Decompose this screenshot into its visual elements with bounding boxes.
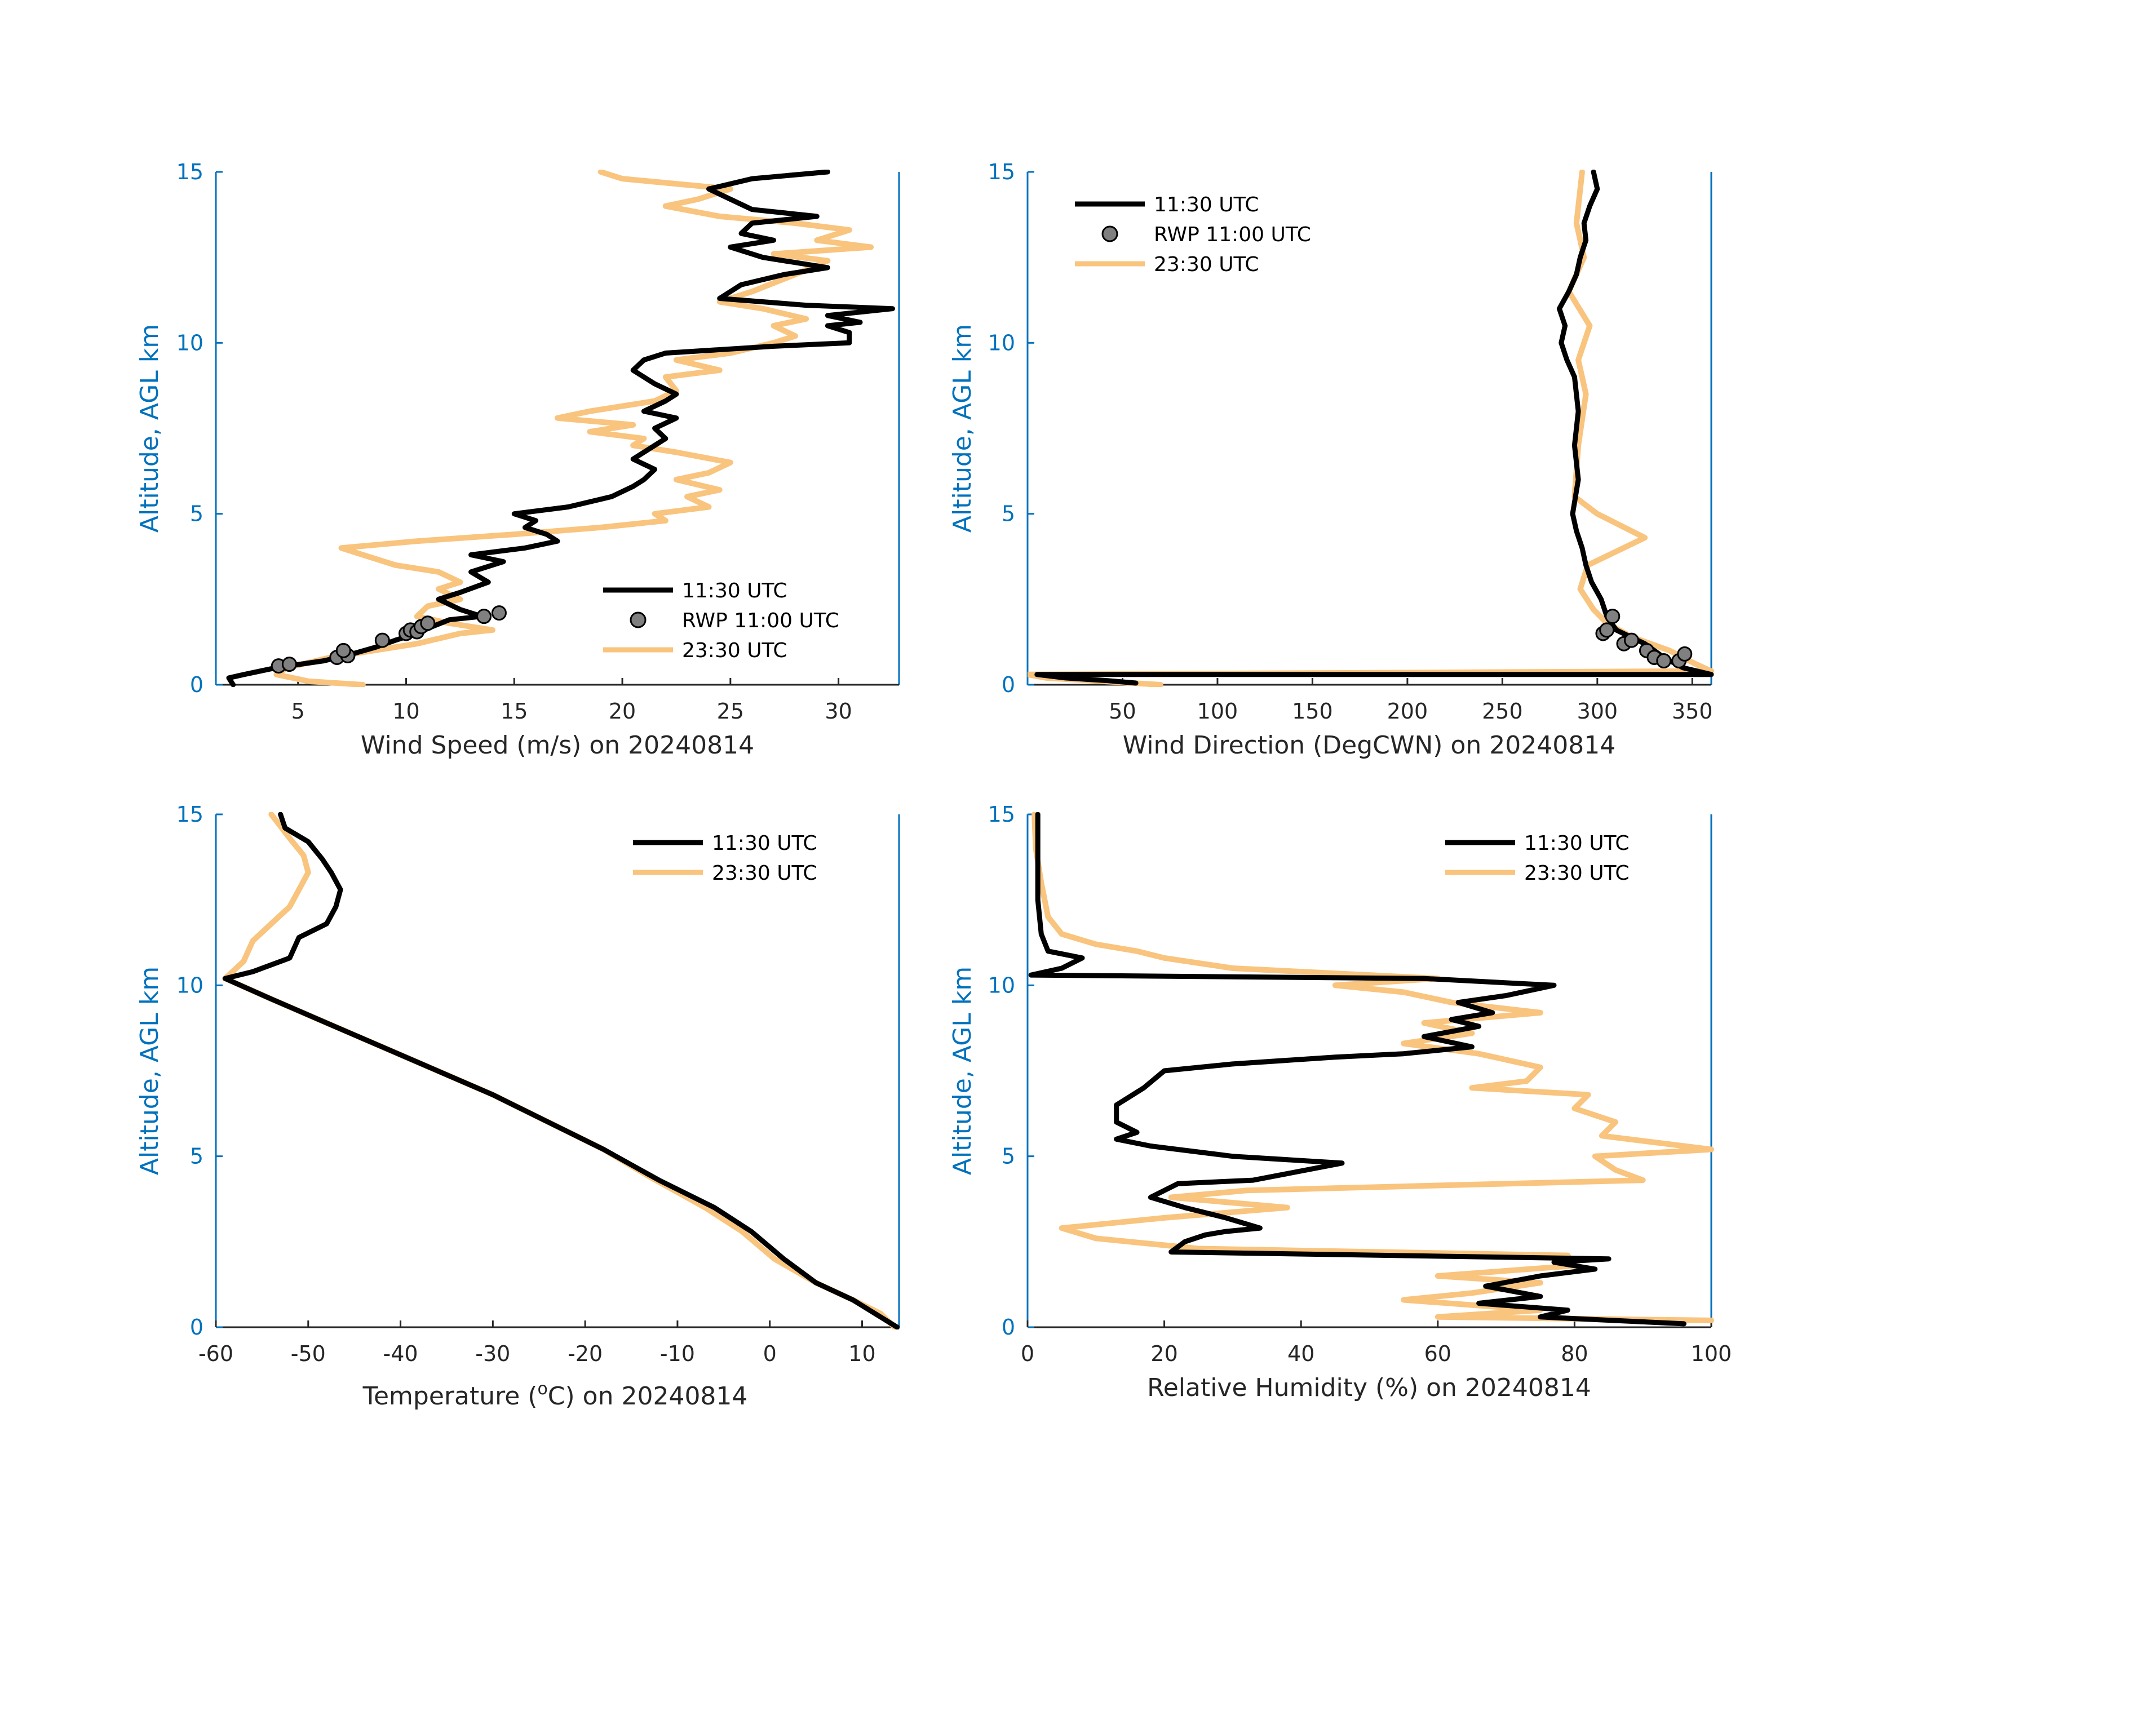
wind-direction-x-tick-label: 250 (1482, 699, 1523, 724)
wind-direction-legend-label-23-30-utc: 23:30 UTC (1154, 253, 1259, 276)
wind-speed-y-tick-label: 10 (176, 330, 203, 355)
relative-humidity-y-tick-label: 5 (1002, 1144, 1015, 1169)
wind-direction-x-tick-label: 350 (1672, 699, 1713, 724)
relative-humidity-x-tick-label: 80 (1561, 1341, 1588, 1366)
temperature-x-tick-label: -50 (291, 1341, 326, 1366)
relative-humidity-y-tick-label: 15 (988, 802, 1015, 827)
wind-direction-ticks: 0 5 10 15 50 100 150 200 250 300 350 (988, 159, 1713, 724)
wind-speed-panel: 0 5 10 15 5 10 15 20 25 30 Wind Speed (m/s) on 20… (135, 159, 900, 760)
wind-speed-rwp-point (374, 632, 390, 648)
wind-direction-rwp-point (1623, 632, 1639, 648)
wind-direction-legend: 11:30 UTC RWP 11:00 UTC 23:30 UTC (1075, 193, 1311, 276)
temperature-y-axis-label: Altitude, AGL km (135, 967, 164, 1175)
temperature-lines (222, 812, 900, 1329)
wind-speed-y-tick-label: 0 (190, 672, 203, 697)
temperature-y-tick-label: 15 (176, 802, 203, 827)
wind-speed-x-tick-label: 25 (717, 699, 744, 724)
wind-speed-legend: 11:30 UTC RWP 11:00 UTC 23:30 UTC (603, 579, 839, 662)
temperature-ticks: 0 5 10 15 -60 -50 -40 -30 -20 -10 0 10 (176, 802, 900, 1366)
temperature-panel: 0 5 10 15 -60 -50 -40 -30 -20 -10 0 10 Temperature … (135, 802, 900, 1411)
relative-humidity-x-tick-label: 20 (1150, 1341, 1177, 1366)
wind-speed-series-23-30-utc (273, 170, 874, 687)
temperature-x-label-start: Temperature ( (362, 1382, 538, 1411)
wind-direction-panel: 0 5 10 15 50 100 150 200 250 300 350 Wind Directio… (948, 159, 1714, 760)
relative-humidity-x-tick-label: 0 (1021, 1341, 1034, 1366)
wind-direction-rwp-point (1656, 653, 1672, 669)
wind-speed-rwp-point (491, 605, 507, 621)
relative-humidity-y-tick-label: 0 (1002, 1315, 1015, 1340)
temperature-series-11-30-utc (222, 812, 900, 1329)
temperature-x-tick-label: -10 (660, 1341, 695, 1366)
relative-humidity-legend-label-23-30-utc: 23:30 UTC (1524, 862, 1630, 885)
temperature-legend-label-11-30-utc: 11:30 UTC (712, 832, 817, 855)
wind-speed-legend-swatch-rwp-11-00-utc (630, 611, 647, 628)
relative-humidity-x-tick-label: 40 (1287, 1341, 1314, 1366)
temperature-x-label-end: C) on 20240814 (548, 1382, 748, 1411)
wind-direction-x-tick-label: 50 (1109, 699, 1136, 724)
wind-speed-x-tick-label: 10 (392, 699, 419, 724)
wind-speed-markers (271, 605, 507, 674)
relative-humidity-y-axis-label: Altitude, AGL km (948, 967, 977, 1175)
relative-humidity-x-tick-label: 100 (1691, 1341, 1732, 1366)
wind-direction-legend-label-11-30-utc: 11:30 UTC (1154, 193, 1259, 216)
wind-direction-y-tick-label: 0 (1002, 672, 1015, 697)
wind-direction-y-axis-label: Altitude, AGL km (948, 324, 977, 533)
wind-direction-x-axis-label: Wind Direction (DegCWN) on 20240814 (1123, 731, 1615, 760)
temperature-y-tick-label: 10 (176, 973, 203, 998)
temperature-legend: 11:30 UTC 23:30 UTC (633, 832, 817, 885)
relative-humidity-legend: 11:30 UTC 23:30 UTC (1445, 832, 1630, 885)
wind-speed-rwp-point (476, 609, 492, 624)
wind-direction-y-tick-label: 5 (1002, 502, 1015, 526)
wind-direction-y-tick-label: 10 (988, 330, 1015, 355)
relative-humidity-lines (1028, 812, 1714, 1327)
wind-direction-x-tick-label: 150 (1292, 699, 1333, 724)
wind-speed-rwp-point (420, 615, 436, 631)
wind-speed-x-tick-label: 30 (825, 699, 852, 724)
wind-speed-x-tick-label: 5 (291, 699, 305, 724)
temperature-x-axis-label: Temperature (oC) on 20240814 (362, 1379, 748, 1411)
wind-direction-legend-label-rwp-11-00-utc: RWP 11:00 UTC (1154, 223, 1311, 246)
wind-speed-rwp-point (281, 657, 297, 672)
wind-direction-legend-swatch-rwp-11-00-utc (1101, 225, 1118, 242)
relative-humidity-x-tick-label: 60 (1424, 1341, 1451, 1366)
wind-speed-rwp-point (335, 642, 351, 658)
relative-humidity-series-11-30-utc (1028, 812, 1686, 1327)
wind-direction-rwp-point (1599, 622, 1615, 638)
relative-humidity-y-tick-label: 10 (988, 973, 1015, 998)
temperature-x-tick-label: -40 (383, 1341, 418, 1366)
wind-direction-rwp-point (1677, 646, 1693, 662)
wind-speed-legend-label-rwp-11-00-utc: RWP 11:00 UTC (682, 609, 839, 632)
temperature-x-tick-label: -60 (198, 1341, 233, 1366)
temperature-x-tick-label: 10 (848, 1341, 875, 1366)
relative-humidity-x-axis-label: Relative Humidity (%) on 20240814 (1147, 1373, 1591, 1402)
temperature-y-tick-label: 5 (190, 1144, 203, 1169)
wind-direction-markers (1595, 609, 1693, 669)
wind-speed-legend-label-23-30-utc: 23:30 UTC (682, 639, 787, 662)
wind-speed-x-tick-label: 15 (501, 699, 528, 724)
wind-speed-y-tick-label: 5 (190, 502, 203, 526)
temperature-x-tick-label: 0 (763, 1341, 777, 1366)
wind-speed-x-axis-label: Wind Speed (m/s) on 20240814 (361, 731, 754, 760)
temperature-x-tick-label: -30 (475, 1341, 510, 1366)
temperature-legend-label-23-30-utc: 23:30 UTC (712, 862, 817, 885)
wind-direction-x-tick-label: 100 (1197, 699, 1238, 724)
wind-direction-x-tick-label: 300 (1577, 699, 1618, 724)
wind-direction-x-tick-label: 200 (1387, 699, 1428, 724)
temperature-x-label-degree: o (537, 1379, 547, 1399)
wind-direction-y-tick-label: 15 (988, 159, 1015, 184)
wind-speed-y-tick-label: 15 (176, 159, 203, 184)
wind-speed-y-axis-label: Altitude, AGL km (135, 324, 164, 533)
temperature-x-tick-label: -20 (568, 1341, 603, 1366)
relative-humidity-panel: 0 5 10 15 0 20 40 60 80 100 Relative Humidity (%)… (948, 802, 1732, 1402)
relative-humidity-ticks: 0 5 10 15 0 20 40 60 80 100 (988, 802, 1732, 1366)
relative-humidity-legend-label-11-30-utc: 11:30 UTC (1524, 832, 1630, 855)
wind-speed-legend-label-11-30-utc: 11:30 UTC (682, 579, 787, 602)
wind-direction-rwp-point (1605, 609, 1621, 624)
temperature-y-tick-label: 0 (190, 1315, 203, 1340)
wind-speed-x-tick-label: 20 (609, 699, 636, 724)
